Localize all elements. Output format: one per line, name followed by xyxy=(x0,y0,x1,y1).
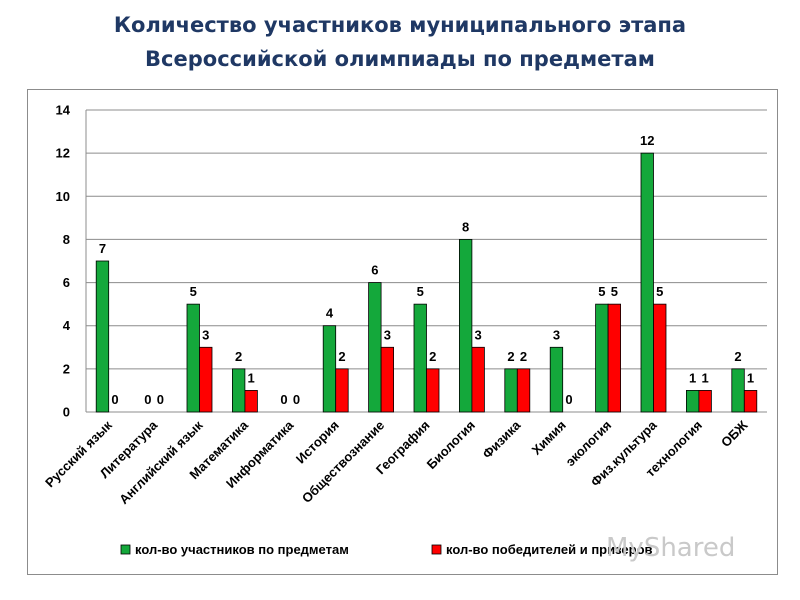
data-label: 8 xyxy=(462,219,469,234)
slide-title: Количество участников муниципального эта… xyxy=(0,8,800,76)
data-label: 5 xyxy=(190,284,197,299)
data-label: 0 xyxy=(293,392,300,407)
bar-winners xyxy=(698,390,712,413)
bar-participants xyxy=(549,346,564,413)
data-label: 6 xyxy=(371,263,378,278)
data-label: 2 xyxy=(235,349,242,364)
slide-title-line-2: Всероссийской олимпиады по предметам xyxy=(145,47,655,71)
legend-label-winners: кол-во победителей и призеров xyxy=(446,542,653,557)
bar-participants xyxy=(231,368,246,413)
y-tick-label: 4 xyxy=(63,318,71,333)
data-label: 0 xyxy=(144,392,151,407)
legend-swatch-participants xyxy=(120,544,131,555)
data-label: 2 xyxy=(520,349,527,364)
data-label: 1 xyxy=(689,370,696,385)
data-label: 0 xyxy=(157,392,164,407)
bar-winners xyxy=(244,390,258,413)
bar-winners xyxy=(471,346,485,413)
y-tick-label: 12 xyxy=(56,146,70,161)
bar-winners xyxy=(199,346,213,413)
bar-participants xyxy=(458,239,473,413)
data-label: 0 xyxy=(111,392,118,407)
bar-participants xyxy=(504,368,518,413)
data-label: 4 xyxy=(326,306,334,321)
bar-participants xyxy=(640,152,654,413)
bar-participants xyxy=(368,282,382,413)
x-tick-label: Обществознание xyxy=(299,418,387,506)
data-label: 0 xyxy=(565,392,572,407)
bar-participants xyxy=(413,303,427,413)
y-tick-label: 10 xyxy=(56,189,70,204)
bar-winners xyxy=(516,368,531,413)
bar-participants xyxy=(186,303,200,413)
data-label: 3 xyxy=(475,327,482,342)
data-label: 5 xyxy=(598,284,605,299)
bar-winners xyxy=(743,390,758,413)
data-label: 5 xyxy=(656,284,663,299)
bar-participants xyxy=(686,390,700,413)
data-label: 2 xyxy=(429,349,436,364)
data-label: 3 xyxy=(553,327,560,342)
bar-participants xyxy=(595,303,609,413)
x-tick-label: Физика xyxy=(479,417,524,462)
legend-label-participants: кол-во участников по предметам xyxy=(135,542,349,557)
y-tick-label: 14 xyxy=(56,103,71,118)
data-label: 1 xyxy=(702,370,709,385)
x-tick-label: Английский язык xyxy=(116,417,206,507)
bar-participants xyxy=(731,368,745,413)
data-label: 3 xyxy=(202,327,209,342)
data-label: 3 xyxy=(384,327,391,342)
bar-winners xyxy=(607,303,621,413)
data-label: 12 xyxy=(640,133,654,148)
data-label: 1 xyxy=(248,370,255,385)
bar-participants xyxy=(322,325,337,413)
x-tick-label: Химия xyxy=(529,418,569,458)
watermark-logo: MyShared xyxy=(606,533,736,563)
chart-frame: 0 2 4 6 8 10 12 14 7 0 Русский язык 0 0 Литература 5 3 А… xyxy=(27,89,778,575)
data-label: 2 xyxy=(507,349,514,364)
x-tick-label: ОБЖ xyxy=(718,417,751,450)
bar-winners xyxy=(380,346,395,413)
data-label: 5 xyxy=(417,284,424,299)
x-tick-label: Биология xyxy=(424,418,478,472)
data-label: 0 xyxy=(280,392,287,407)
legend-swatch-winners xyxy=(431,544,442,555)
data-label: 7 xyxy=(99,241,106,256)
y-tick-label: 2 xyxy=(63,361,70,376)
y-tick-label: 0 xyxy=(63,405,70,420)
bar-winners xyxy=(426,368,440,413)
bar-participants xyxy=(95,260,110,413)
data-label: 2 xyxy=(734,349,741,364)
bar-winners xyxy=(335,368,349,413)
y-tick-label: 6 xyxy=(63,275,70,290)
data-label: 2 xyxy=(338,349,345,364)
data-label: 5 xyxy=(611,284,618,299)
bar-winners xyxy=(653,303,667,413)
slide-title-line-1: Количество участников муниципального эта… xyxy=(113,13,687,37)
data-label: 1 xyxy=(747,370,754,385)
y-tick-label: 8 xyxy=(63,232,70,247)
